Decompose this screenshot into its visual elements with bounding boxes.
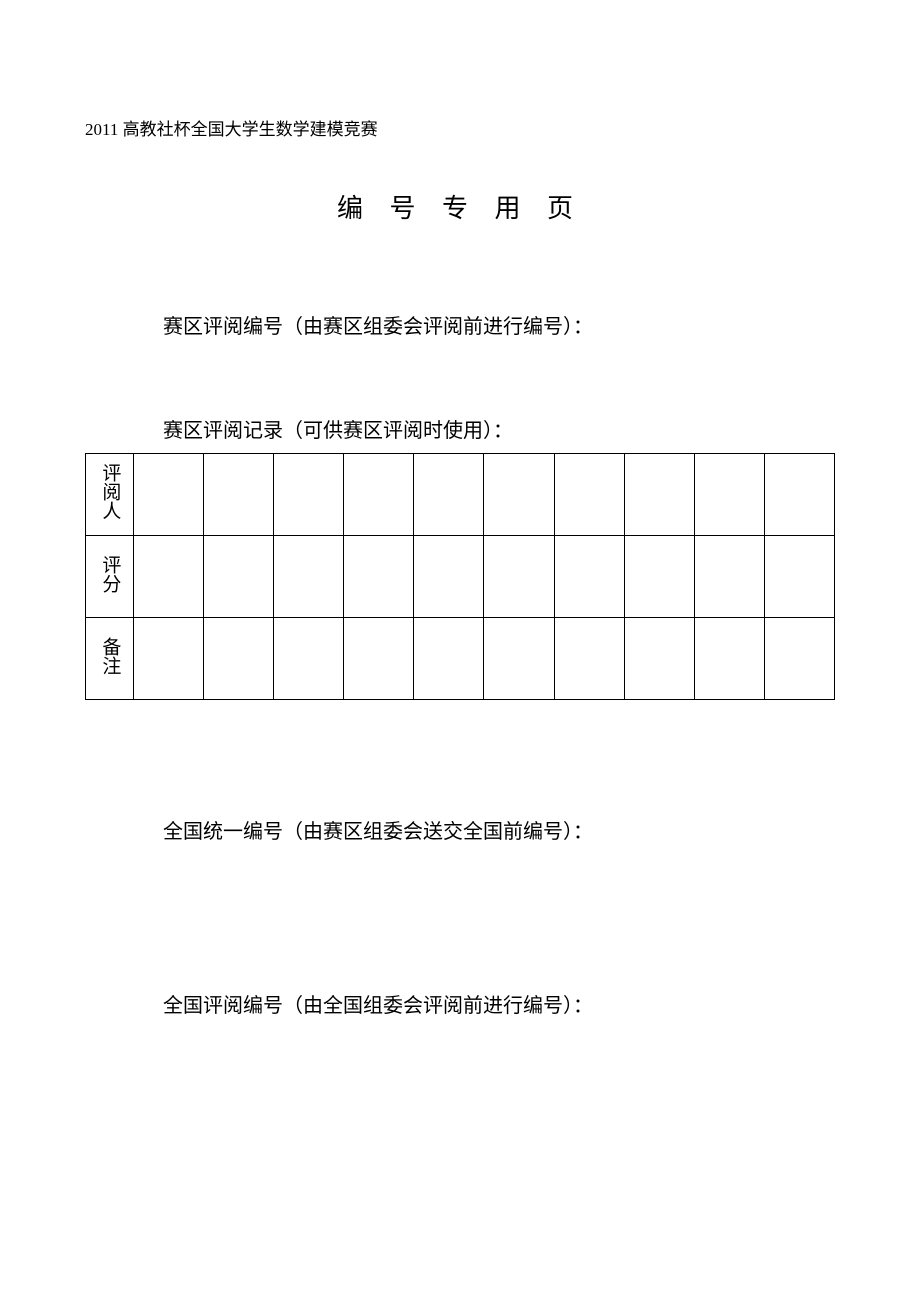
row-label-reviewer: 评阅人	[86, 454, 134, 536]
table-cell	[624, 454, 694, 536]
table-cell	[624, 536, 694, 618]
table-cell	[204, 536, 274, 618]
page-title: 编 号 专 用 页	[85, 188, 835, 225]
table-cell	[414, 536, 484, 618]
competition-header: 2011 高教社杯全国大学生数学建模竞赛	[85, 115, 835, 140]
table-cell	[344, 618, 414, 700]
table-cell	[764, 536, 834, 618]
national-unified-number-label: 全国统一编号（由赛区组委会送交全国前编号）：	[163, 815, 835, 844]
table-cell	[484, 454, 554, 536]
document-page: 2011 高教社杯全国大学生数学建模竞赛 编 号 专 用 页 赛区评阅编号（由赛…	[0, 0, 920, 1113]
table-cell	[274, 536, 344, 618]
table-cell	[484, 618, 554, 700]
table-cell	[554, 454, 624, 536]
table-cell	[414, 618, 484, 700]
regional-review-number-label: 赛区评阅编号（由赛区组委会评阅前进行编号）：	[163, 310, 835, 339]
table-cell	[554, 618, 624, 700]
table-cell	[694, 618, 764, 700]
table-row-remarks: 备注	[86, 618, 835, 700]
table-cell	[204, 454, 274, 536]
row-label-remarks: 备注	[86, 618, 134, 700]
table-cell	[344, 454, 414, 536]
table-cell	[134, 536, 204, 618]
table-cell	[554, 536, 624, 618]
national-review-number-label: 全国评阅编号（由全国组委会评阅前进行编号）：	[163, 989, 835, 1018]
table-cell	[764, 454, 834, 536]
table-cell	[344, 536, 414, 618]
table-cell	[694, 536, 764, 618]
table-cell	[134, 454, 204, 536]
table-cell	[204, 618, 274, 700]
table-cell	[414, 454, 484, 536]
review-record-table: 评阅人 评分 备注	[85, 453, 835, 700]
regional-review-record-label: 赛区评阅记录（可供赛区评阅时使用）：	[163, 414, 835, 443]
row-label-score: 评分	[86, 536, 134, 618]
table-cell	[484, 536, 554, 618]
table-cell	[274, 454, 344, 536]
table-cell	[764, 618, 834, 700]
table-cell	[694, 454, 764, 536]
table-cell	[274, 618, 344, 700]
table-cell	[624, 618, 694, 700]
table-row-score: 评分	[86, 536, 835, 618]
table-row-reviewer: 评阅人	[86, 454, 835, 536]
table-cell	[134, 618, 204, 700]
